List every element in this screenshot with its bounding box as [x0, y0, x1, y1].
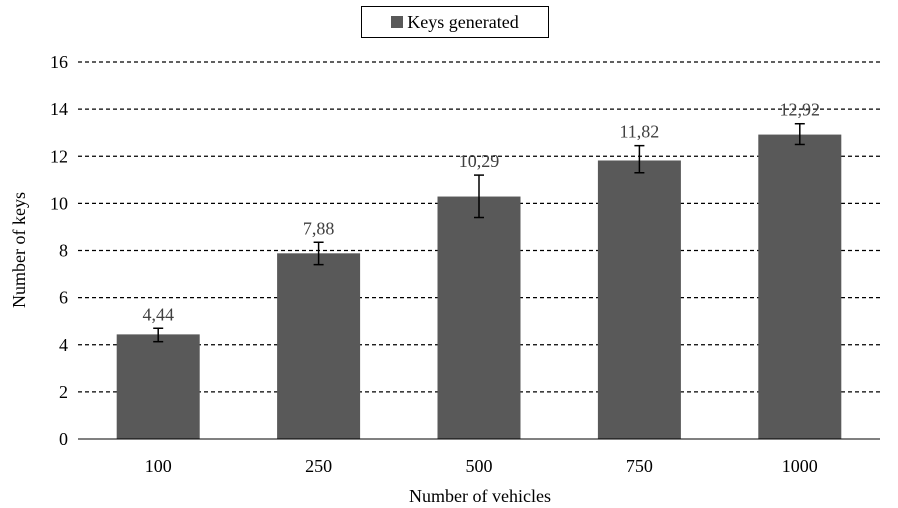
y-axis-title: Number of keys	[9, 192, 29, 308]
bars	[116, 134, 842, 439]
value-label: 10,29	[459, 151, 500, 171]
y-tick-label: 2	[59, 382, 68, 402]
x-axis-title: Number of vehicles	[409, 486, 551, 506]
y-tick-label: 10	[50, 193, 68, 213]
value-labels: 4,44 7,88 10,29 11,82 12,92	[142, 100, 820, 325]
value-label: 7,88	[303, 218, 335, 238]
error-bar	[153, 327, 164, 343]
x-tick-label: 100	[145, 456, 172, 476]
bar	[758, 134, 842, 439]
value-label: 12,92	[780, 100, 821, 120]
x-tick-label: 1000	[782, 456, 818, 476]
y-tick-label: 6	[59, 288, 68, 308]
legend: Keys generated	[361, 6, 549, 38]
x-tick-label: 500	[466, 456, 493, 476]
y-tick-label: 0	[59, 429, 68, 449]
legend-label: Keys generated	[407, 11, 519, 32]
bar	[116, 334, 200, 439]
y-tick-label: 8	[59, 241, 68, 261]
error-bar	[794, 122, 805, 146]
legend-swatch	[391, 16, 404, 28]
y-tick-label: 4	[59, 335, 68, 355]
error-bar	[634, 144, 645, 174]
bar	[277, 253, 361, 439]
x-tick-labels: 100 250 500 750 1000	[145, 456, 818, 476]
error-bar	[313, 241, 324, 266]
bar	[597, 160, 681, 439]
y-tick-label: 14	[50, 99, 68, 119]
bar	[437, 196, 521, 439]
x-tick-label: 250	[305, 456, 332, 476]
error-bars	[153, 122, 805, 343]
value-label: 11,82	[619, 122, 659, 142]
y-tick-label: 16	[50, 52, 68, 72]
x-tick-label: 750	[626, 456, 653, 476]
y-tick-labels: 0 2 4 6 8 10 12 14 16	[50, 52, 68, 449]
y-tick-label: 12	[50, 146, 68, 166]
error-bar	[474, 174, 484, 219]
value-label: 4,44	[142, 304, 174, 324]
